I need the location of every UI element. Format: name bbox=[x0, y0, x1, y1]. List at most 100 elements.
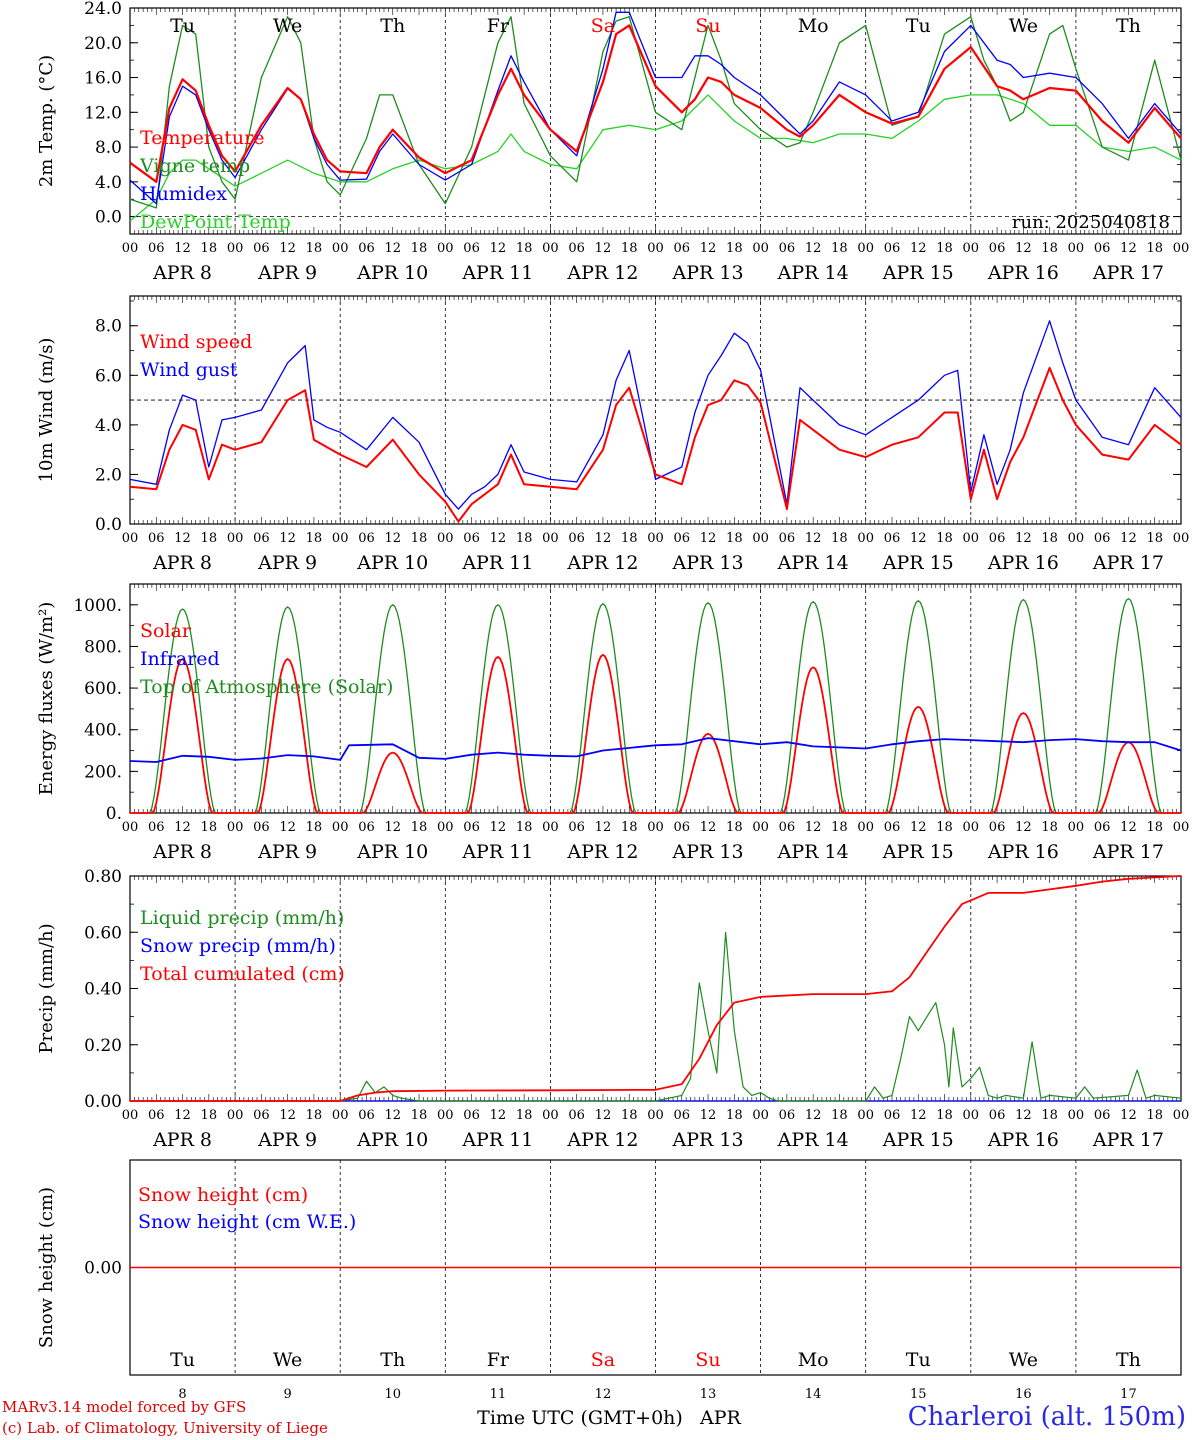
hour-tick-label: 12 bbox=[1015, 820, 1032, 835]
hour-tick-label: 12 bbox=[910, 820, 927, 835]
hour-tick-label: 12 bbox=[490, 241, 507, 256]
hour-tick-label: 12 bbox=[700, 241, 717, 256]
hour-tick-label: 18 bbox=[831, 241, 848, 256]
hour-tick-label: 06 bbox=[253, 1108, 270, 1123]
hour-tick-label: 18 bbox=[516, 241, 533, 256]
hour-tick-label: 00 bbox=[647, 241, 664, 256]
legend-temperature: Temperature bbox=[140, 127, 264, 149]
y-axis-label: Snow height (cm) bbox=[36, 1187, 57, 1348]
date-label: APR 9 bbox=[257, 1129, 317, 1151]
y-tick-label: 8.0 bbox=[95, 317, 122, 337]
y-tick-label: 800. bbox=[84, 637, 122, 657]
hour-tick-label: 18 bbox=[621, 531, 638, 546]
hour-tick-label: 00 bbox=[332, 820, 349, 835]
hour-tick-label: 12 bbox=[805, 820, 822, 835]
date-label: APR 17 bbox=[1092, 262, 1164, 284]
date-label: APR 17 bbox=[1092, 841, 1164, 863]
y-tick-label: 0.0 bbox=[95, 208, 122, 228]
legend-total-cumulated-cm: Total cumulated (cm) bbox=[140, 963, 345, 985]
date-label: APR 9 bbox=[257, 262, 317, 284]
hour-tick-label: 06 bbox=[358, 820, 375, 835]
hour-tick-label: 18 bbox=[306, 820, 323, 835]
hour-tick-label: 00 bbox=[332, 1108, 349, 1123]
hour-tick-label: 06 bbox=[358, 531, 375, 546]
y-tick-label: 2.0 bbox=[95, 465, 122, 485]
legend-dewpoint-temp: DewPoint Temp bbox=[140, 211, 291, 233]
hour-tick-label: 18 bbox=[1041, 531, 1058, 546]
hour-tick-label: 06 bbox=[463, 820, 480, 835]
hour-tick-label: 18 bbox=[411, 531, 428, 546]
date-label: APR 14 bbox=[777, 1129, 849, 1151]
hour-tick-label: 00 bbox=[647, 531, 664, 546]
weekday-label: Fr bbox=[487, 1349, 510, 1371]
hour-tick-label: 06 bbox=[989, 1108, 1006, 1123]
hour-tick-label: 06 bbox=[358, 1108, 375, 1123]
hour-tick-label: 00 bbox=[857, 531, 874, 546]
hour-tick-label: 00 bbox=[332, 241, 349, 256]
hour-tick-label: 12 bbox=[174, 531, 191, 546]
day-number-label: 12 bbox=[595, 1387, 612, 1402]
hour-tick-label: 06 bbox=[989, 531, 1006, 546]
hour-tick-label: 12 bbox=[910, 531, 927, 546]
y-axis-label: Energy fluxes (W/m²) bbox=[36, 602, 57, 796]
hour-tick-label: 00 bbox=[122, 531, 139, 546]
hour-tick-label: 00 bbox=[437, 1108, 454, 1123]
date-label: APR 10 bbox=[356, 262, 428, 284]
hour-tick-label: 12 bbox=[1120, 241, 1137, 256]
lab-credit: (c) Lab. of Climatology, University of L… bbox=[2, 1419, 328, 1437]
weekday-label: We bbox=[1009, 15, 1038, 37]
date-label: APR 11 bbox=[461, 552, 533, 574]
date-label: APR 8 bbox=[152, 552, 212, 574]
hour-tick-label: 12 bbox=[910, 241, 927, 256]
y-tick-label: 12.0 bbox=[84, 103, 122, 123]
y-tick-label: 6.0 bbox=[95, 366, 122, 386]
y-tick-label: 4.0 bbox=[95, 173, 122, 193]
y-tick-label: 1000. bbox=[73, 596, 122, 616]
hour-tick-label: 18 bbox=[411, 241, 428, 256]
hour-tick-label: 00 bbox=[963, 531, 980, 546]
date-label: APR 8 bbox=[152, 841, 212, 863]
legend-snow-height-cm: Snow height (cm) bbox=[138, 1184, 308, 1206]
legend-infrared: Infrared bbox=[140, 648, 220, 670]
hour-tick-label: 12 bbox=[384, 820, 401, 835]
hour-tick-label: 06 bbox=[1094, 241, 1111, 256]
hour-tick-label: 00 bbox=[647, 1108, 664, 1123]
hour-tick-label: 06 bbox=[568, 531, 585, 546]
hour-tick-label: 18 bbox=[201, 820, 218, 835]
day-number-label: 15 bbox=[910, 1387, 927, 1402]
hour-tick-label: 06 bbox=[568, 820, 585, 835]
hour-tick-label: 18 bbox=[1146, 1108, 1163, 1123]
legend-liquid-precip-mm-h: Liquid precip (mm/h) bbox=[140, 907, 344, 929]
hour-tick-label: 00 bbox=[1068, 1108, 1085, 1123]
hour-tick-label: 00 bbox=[647, 820, 664, 835]
date-label: APR 14 bbox=[777, 841, 849, 863]
date-label: APR 16 bbox=[987, 1129, 1059, 1151]
hour-tick-label: 18 bbox=[936, 820, 953, 835]
y-tick-label: 0.00 bbox=[84, 1092, 122, 1112]
hour-tick-label: 12 bbox=[384, 241, 401, 256]
weekday-label: Th bbox=[1116, 1349, 1141, 1371]
hour-tick-label: 12 bbox=[595, 1108, 612, 1123]
hour-tick-label: 18 bbox=[726, 820, 743, 835]
date-label: APR 13 bbox=[672, 552, 744, 574]
hour-tick-label: 00 bbox=[122, 241, 139, 256]
hour-tick-label: 00 bbox=[437, 241, 454, 256]
hour-tick-label: 18 bbox=[936, 1108, 953, 1123]
hour-tick-label: 00 bbox=[437, 820, 454, 835]
hour-tick-label: 00 bbox=[1173, 1108, 1190, 1123]
hour-tick-label: 00 bbox=[542, 820, 559, 835]
date-label: APR 10 bbox=[356, 841, 428, 863]
hour-tick-label: 06 bbox=[779, 531, 796, 546]
y-tick-label: 8.0 bbox=[95, 138, 122, 158]
weekday-label: Tu bbox=[906, 15, 931, 37]
hour-tick-label: 12 bbox=[174, 1108, 191, 1123]
y-tick-label: 0.0 bbox=[95, 515, 122, 535]
hour-tick-label: 12 bbox=[1015, 1108, 1032, 1123]
run-label: run: 2025040818 bbox=[1012, 212, 1170, 233]
hour-tick-label: 06 bbox=[568, 241, 585, 256]
hour-tick-label: 06 bbox=[674, 1108, 691, 1123]
hour-tick-label: 00 bbox=[227, 820, 244, 835]
hour-tick-label: 12 bbox=[1015, 241, 1032, 256]
series-liquid-precip bbox=[130, 931, 1182, 1102]
